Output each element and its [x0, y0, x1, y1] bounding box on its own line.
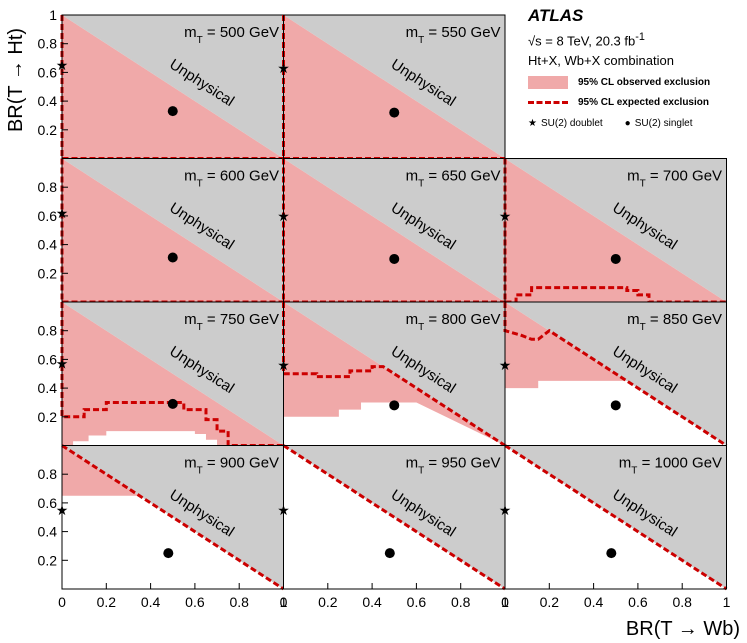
y-tick-label: 0.6 — [38, 495, 58, 511]
legend-expected-label: 95% CL expected exclusion — [578, 97, 709, 109]
mass-label: mT = 850 GeV — [627, 311, 722, 333]
unphysical-region — [505, 158, 727, 302]
singlet-marker — [167, 398, 178, 409]
mass-label: mT = 800 GeV — [406, 311, 501, 333]
x-tick-label: 0.8 — [451, 594, 471, 610]
star-icon: ★ — [528, 118, 537, 130]
x-tick-label: 0.2 — [318, 594, 338, 610]
y-tick-label: 0.4 — [38, 524, 58, 540]
x-tick-label: 0.6 — [185, 594, 205, 610]
y-tick-label: 0.6 — [38, 208, 58, 224]
legend-observed-label: 95% CL observed exclusion — [578, 77, 711, 89]
expected-exclusion-line — [60, 302, 284, 447]
legend-expected: 95% CL expected exclusion — [528, 97, 743, 108]
singlet-marker — [384, 548, 395, 559]
y-tick-label: 0.2 — [38, 265, 58, 281]
circle-icon: ● — [624, 118, 631, 130]
x-tick-label: 0.8 — [672, 594, 692, 610]
x-tick-label: 0.4 — [362, 594, 382, 610]
legend-markers: ★ SU(2) doublet ● SU(2) singlet — [528, 118, 743, 129]
expected-exclusion-line — [61, 444, 285, 591]
y-tick-label: 1 — [49, 7, 57, 23]
x-tick-label: 0.8 — [229, 594, 249, 610]
singlet-marker — [163, 548, 174, 559]
y-tick-label: 0.2 — [38, 409, 58, 425]
y-tick-label: 0.8 — [38, 466, 58, 482]
y-tick-label: 0.2 — [38, 552, 58, 568]
x-axis-title: BR(T → Wb) — [626, 618, 740, 640]
experiment-label: ATLAS — [528, 6, 584, 25]
x-tick-label: 0.4 — [584, 594, 604, 610]
x-tick-label: 0 — [280, 594, 288, 610]
singlet-marker — [167, 252, 178, 263]
y-tick-label: 0.6 — [38, 64, 58, 80]
mass-label: mT = 1000 GeV — [619, 455, 722, 477]
y-tick-label: 0.4 — [38, 93, 58, 109]
unphysical-region — [62, 158, 284, 302]
mass-label: mT = 600 GeV — [184, 168, 279, 190]
singlet-marker — [610, 253, 621, 264]
singlet-marker — [610, 400, 621, 411]
energy-label: √s = 8 TeV, 20.3 fb-1 — [528, 31, 645, 49]
x-tick-label: 1 — [501, 594, 509, 610]
panel-frame — [504, 445, 727, 590]
y-tick-label: 0.8 — [38, 179, 58, 195]
legend-observed: 95% CL observed exclusion — [528, 76, 743, 90]
x-tick-label: 0 — [58, 594, 66, 610]
expected-swatch — [528, 101, 568, 105]
observed-swatch — [528, 76, 568, 90]
x-tick-label: 0.2 — [97, 594, 117, 610]
mass-label: mT = 500 GeV — [184, 24, 279, 46]
mass-label: mT = 650 GeV — [406, 168, 501, 190]
x-tick-label: 0 — [501, 594, 509, 610]
singlet-marker — [606, 548, 617, 559]
unphysical-region — [283, 158, 505, 302]
x-tick-label: 1 — [280, 594, 288, 610]
y-axis-title: BR(T → Ht) — [5, 28, 27, 132]
expected-exclusion-line — [504, 444, 728, 591]
x-tick-label: 0.4 — [141, 594, 161, 610]
x-tick-label: 0.2 — [540, 594, 560, 610]
x-tick-label: 0.6 — [407, 594, 427, 610]
y-tick-label: 0.2 — [38, 122, 58, 138]
singlet-marker — [389, 400, 400, 411]
expected-exclusion-line — [282, 444, 506, 591]
legend-doublet-label: SU(2) doublet — [540, 118, 603, 130]
legend-singlet-label: SU(2) singlet — [634, 118, 693, 130]
singlet-marker — [167, 106, 178, 117]
y-tick-label: 0.4 — [38, 237, 58, 253]
unphysical-region — [62, 15, 284, 159]
y-tick-label: 0.8 — [38, 36, 58, 52]
mass-label: mT = 900 GeV — [184, 455, 279, 477]
x-tick-label: 0.6 — [628, 594, 648, 610]
mass-label: mT = 700 GeV — [627, 168, 722, 190]
mass-label: mT = 550 GeV — [406, 24, 501, 46]
x-tick-label: 1 — [723, 594, 731, 610]
mass-label: mT = 750 GeV — [184, 311, 279, 333]
singlet-marker — [389, 253, 400, 264]
legend: ATLAS √s = 8 TeV, 20.3 fb-1 Ht+X, Wb+X c… — [528, 6, 743, 129]
mass-label: mT = 950 GeV — [406, 455, 501, 477]
y-tick-label: 0.8 — [38, 323, 58, 339]
y-tick-label: 0.4 — [38, 380, 58, 396]
singlet-marker — [389, 107, 400, 118]
y-tick-label: 0.6 — [38, 351, 58, 367]
unphysical-region — [62, 302, 284, 446]
analysis-label: Ht+X, Wb+X combination — [528, 53, 674, 69]
unphysical-region — [283, 15, 505, 159]
